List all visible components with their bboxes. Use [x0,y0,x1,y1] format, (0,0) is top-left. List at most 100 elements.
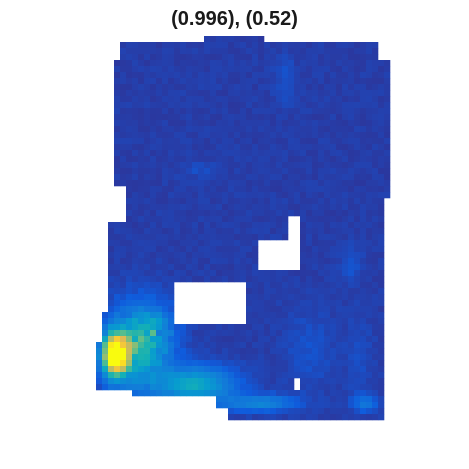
heatmap-cell [162,324,169,331]
heatmap-cell [324,414,331,421]
heatmap-cell [348,312,355,319]
heatmap-cell [258,228,265,235]
heatmap-cell [282,78,289,85]
heatmap-cell [144,360,151,367]
heatmap-cell [186,252,193,259]
heatmap-cell [378,96,385,103]
heatmap-cell [240,276,247,283]
heatmap-cell [132,372,139,379]
heatmap-cell [126,180,133,187]
heatmap-cell [234,114,241,121]
heatmap-cell [108,282,115,289]
heatmap-cell [312,336,319,343]
heatmap-cell [324,342,331,349]
heatmap-cell [366,54,373,61]
heatmap-cell [336,102,343,109]
heatmap-cell [276,66,283,73]
heatmap-cell [246,192,253,199]
heatmap-cell [318,216,325,223]
heatmap-cell [354,276,361,283]
heatmap-cell [228,210,235,217]
heatmap-cell [246,174,253,181]
heatmap-cell [348,378,355,385]
heatmap-cell [294,174,301,181]
heatmap-cell [258,78,265,85]
heatmap-cell [156,300,163,307]
heatmap-cell [246,390,253,397]
heatmap-cell [324,156,331,163]
heatmap-cell [120,96,127,103]
heatmap-cell [114,162,121,169]
heatmap-cell [234,378,241,385]
heatmap-cell [294,372,301,379]
heatmap-cell [162,318,169,325]
heatmap-cell [132,132,139,139]
heatmap-cell [120,156,127,163]
heatmap-cell [354,114,361,121]
heatmap-cell [246,288,253,295]
heatmap-cell [192,270,199,277]
heatmap-cell [144,120,151,127]
heatmap-cell [144,144,151,151]
heatmap-cell [168,198,175,205]
heatmap-cell [252,270,259,277]
heatmap-cell [198,336,205,343]
heatmap-cell [282,294,289,301]
heatmap-cell [216,252,223,259]
heatmap-cell [186,114,193,121]
heatmap-cell [132,174,139,181]
heatmap-cell [132,204,139,211]
heatmap-cell [186,336,193,343]
heatmap-cell [330,66,337,73]
heatmap-cell [246,342,253,349]
heatmap-cell [156,270,163,277]
heatmap-cell [234,180,241,187]
heatmap-cell [348,264,355,271]
heatmap-cell [144,228,151,235]
heatmap-cell [282,180,289,187]
heatmap-cell [180,54,187,61]
heatmap-cell [168,252,175,259]
heatmap-cell [312,66,319,73]
heatmap-cell [156,282,163,289]
heatmap-cell [138,228,145,235]
heatmap-cell [204,102,211,109]
heatmap-cell [144,132,151,139]
heatmap-cell [306,78,313,85]
heatmap-cell [150,390,157,397]
heatmap-cell [192,186,199,193]
heatmap-cell [228,180,235,187]
heatmap-cell [372,96,379,103]
heatmap-cell [180,246,187,253]
heatmap-cell [156,132,163,139]
heatmap-cell [216,378,223,385]
heatmap-cell [162,168,169,175]
heatmap-cell [330,408,337,415]
heatmap-cell [114,174,121,181]
heatmap-cell [306,342,313,349]
heatmap-cell [318,276,325,283]
heatmap-cell [366,120,373,127]
heatmap-cell [276,336,283,343]
heatmap-cell [228,270,235,277]
heatmap-cell [378,216,385,223]
heatmap-cell [276,228,283,235]
heatmap-cell [270,294,277,301]
heatmap-cell [264,222,271,229]
heatmap-cell [336,210,343,217]
heatmap-cell [276,114,283,121]
heatmap-cell [192,42,199,49]
heatmap-cell [186,264,193,271]
heatmap-cell [252,312,259,319]
heatmap-cell [330,54,337,61]
heatmap-cell [126,306,133,313]
heatmap-cell [258,138,265,145]
heatmap-cell [348,120,355,127]
heatmap-cell [330,78,337,85]
heatmap-cell [132,198,139,205]
heatmap-cell [384,102,391,109]
heatmap-cell [192,240,199,247]
heatmap-cell [288,96,295,103]
heatmap-cell [288,300,295,307]
heatmap-cell [198,342,205,349]
